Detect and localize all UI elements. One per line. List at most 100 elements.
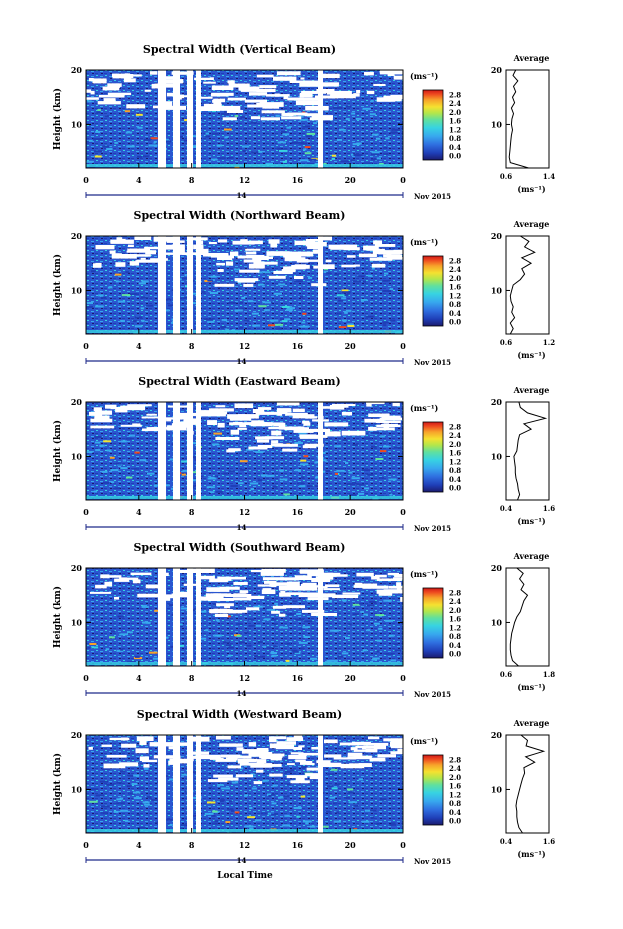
panel-southward: Spectral Width (Southward Beam) 10 20 Heigh… — [52, 541, 555, 699]
colorbar-tick-label: 0.4 — [449, 641, 461, 650]
colorbar-tick-label: 1.6 — [449, 283, 461, 292]
colorbar-tick-label: 2.8 — [449, 422, 461, 431]
colorbar-tick-label: 1.6 — [449, 782, 461, 791]
y-axis: 10 20 Height (km) — [52, 231, 403, 316]
panel-title: Spectral Width (Westward Beam) — [137, 708, 342, 721]
average-line — [513, 401, 548, 501]
date-label: Nov 2015 — [414, 524, 451, 533]
x-tick-label: 16 — [292, 175, 304, 185]
x-tick-label: 0 — [83, 507, 89, 517]
x-tick-label: 12 — [239, 673, 250, 683]
average-profile: Average 10 20 0.4 1.6 (ms⁻¹) — [491, 385, 555, 526]
day-label: 14 — [237, 856, 247, 865]
date-label: Nov 2015 — [414, 358, 451, 367]
profile-frame — [505, 401, 550, 501]
average-line — [509, 235, 536, 335]
average-title: Average — [513, 385, 550, 395]
colorbar-tick-label: 0.8 — [449, 799, 461, 808]
x-axis: 0 4 8 12 16 20 0 — [83, 828, 406, 850]
profile-frame — [505, 567, 550, 667]
colorbar-tick-label: 2.0 — [449, 440, 461, 449]
y-tick-label: 10 — [71, 451, 83, 461]
panel-westward: Spectral Width (Westward Beam) 10 20 Height… — [52, 708, 555, 866]
x-tick-label: 0 — [400, 673, 406, 683]
x-tick-label: 16 — [292, 673, 304, 683]
x-tick-label: 20 — [345, 175, 357, 185]
colorbar-tick-label: 2.4 — [449, 265, 461, 274]
colorbar-tick-label: 0.0 — [449, 484, 461, 493]
x-axis: 0 4 8 12 16 20 0 — [83, 661, 406, 683]
average-title: Average — [513, 219, 550, 229]
colorbar-tick-label: 0.4 — [449, 808, 461, 817]
heatmap-speckles — [86, 100, 401, 168]
average-title: Average — [513, 53, 550, 63]
panels: Spectral Width (Vertical Beam) 10 20 Height… — [52, 43, 555, 866]
colorbar-unit: (ms⁻¹) — [410, 237, 438, 247]
x-tick-label: 0 — [83, 341, 89, 351]
date-label: Nov 2015 — [414, 192, 451, 201]
profile-frame — [505, 734, 550, 834]
colorbar-tick-label: 2.4 — [449, 431, 461, 440]
colorbar — [422, 754, 444, 826]
x-axis: 0 4 8 12 16 20 0 — [83, 163, 406, 185]
y-axis: 10 20 Height (km) — [52, 65, 403, 150]
profile-x-label: (ms⁻¹) — [517, 516, 545, 526]
panel-title: Spectral Width (Eastward Beam) — [138, 375, 340, 388]
colorbar-tick-label: 1.2 — [449, 790, 461, 799]
profile-y-tick-label: 20 — [491, 730, 503, 740]
y-tick-label: 20 — [71, 730, 83, 740]
panel-vertical: Spectral Width (Vertical Beam) 10 20 Height… — [52, 43, 555, 201]
profile-x-tick-label: 1.2 — [543, 338, 555, 347]
y-tick-label: 10 — [71, 784, 83, 794]
x-tick-label: 12 — [239, 840, 250, 850]
x-tick-label: 8 — [189, 673, 195, 683]
colorbar-tick-label: 1.6 — [449, 615, 461, 624]
profile-x-tick-label: 1.6 — [543, 504, 555, 513]
colorbar-tick-label: 0.0 — [449, 318, 461, 327]
profile-x-tick-label: 0.4 — [500, 504, 512, 513]
colorbar-tick-label: 0.8 — [449, 300, 461, 309]
y-tick-label: 10 — [71, 617, 83, 627]
y-axis-label: Height (km) — [52, 753, 63, 815]
colorbar-tick-label: 0.4 — [449, 475, 461, 484]
average-profile: Average 10 20 0.6 1.8 (ms⁻¹) — [491, 551, 555, 692]
x-tick-label: 20 — [345, 341, 357, 351]
x-tick-label: 12 — [239, 175, 250, 185]
missing-data — [93, 236, 420, 334]
x-tick-label: 4 — [136, 840, 142, 850]
y-tick-label: 20 — [71, 397, 83, 407]
colorbar — [422, 89, 444, 161]
y-tick-label: 20 — [71, 65, 83, 75]
x-tick-label: 8 — [189, 840, 195, 850]
colorbar-tick-label: 0.0 — [449, 650, 461, 659]
colorbar — [422, 255, 444, 327]
x-tick-label: 4 — [136, 175, 142, 185]
x-tick-label: 8 — [189, 507, 195, 517]
colorbar-tick-label: 0.8 — [449, 466, 461, 475]
panel-title: Spectral Width (Vertical Beam) — [143, 43, 336, 56]
colorbar-tick-label: 2.4 — [449, 99, 461, 108]
y-axis: 10 20 Height (km) — [52, 397, 403, 482]
x-tick-label: 16 — [292, 840, 304, 850]
colorbar-tick-label: 2.0 — [449, 606, 461, 615]
date-label: Nov 2015 — [414, 690, 451, 699]
colorbar-tick-label: 2.0 — [449, 773, 461, 782]
average-line — [509, 567, 529, 667]
colorbar-tick-label: 0.0 — [449, 152, 461, 161]
day-label: 14 — [237, 523, 247, 532]
x-tick-label: 20 — [345, 840, 357, 850]
profile-y-tick-label: 20 — [491, 231, 503, 241]
x-tick-label: 16 — [292, 507, 304, 517]
panel-eastward: Spectral Width (Eastward Beam) 10 20 Height… — [52, 375, 555, 533]
colorbar — [422, 421, 444, 493]
x-tick-label: 8 — [189, 341, 195, 351]
colorbar-tick-label: 2.8 — [449, 256, 461, 265]
y-tick-label: 10 — [71, 285, 83, 295]
x-tick-label: 12 — [239, 507, 250, 517]
missing-data — [89, 402, 403, 500]
day-label: 14 — [237, 191, 247, 200]
x-tick-label: 0 — [400, 341, 406, 351]
colorbar-tick-label: 0.8 — [449, 134, 461, 143]
profile-x-tick-label: 0.6 — [500, 670, 512, 679]
day-label: 14 — [237, 689, 247, 698]
